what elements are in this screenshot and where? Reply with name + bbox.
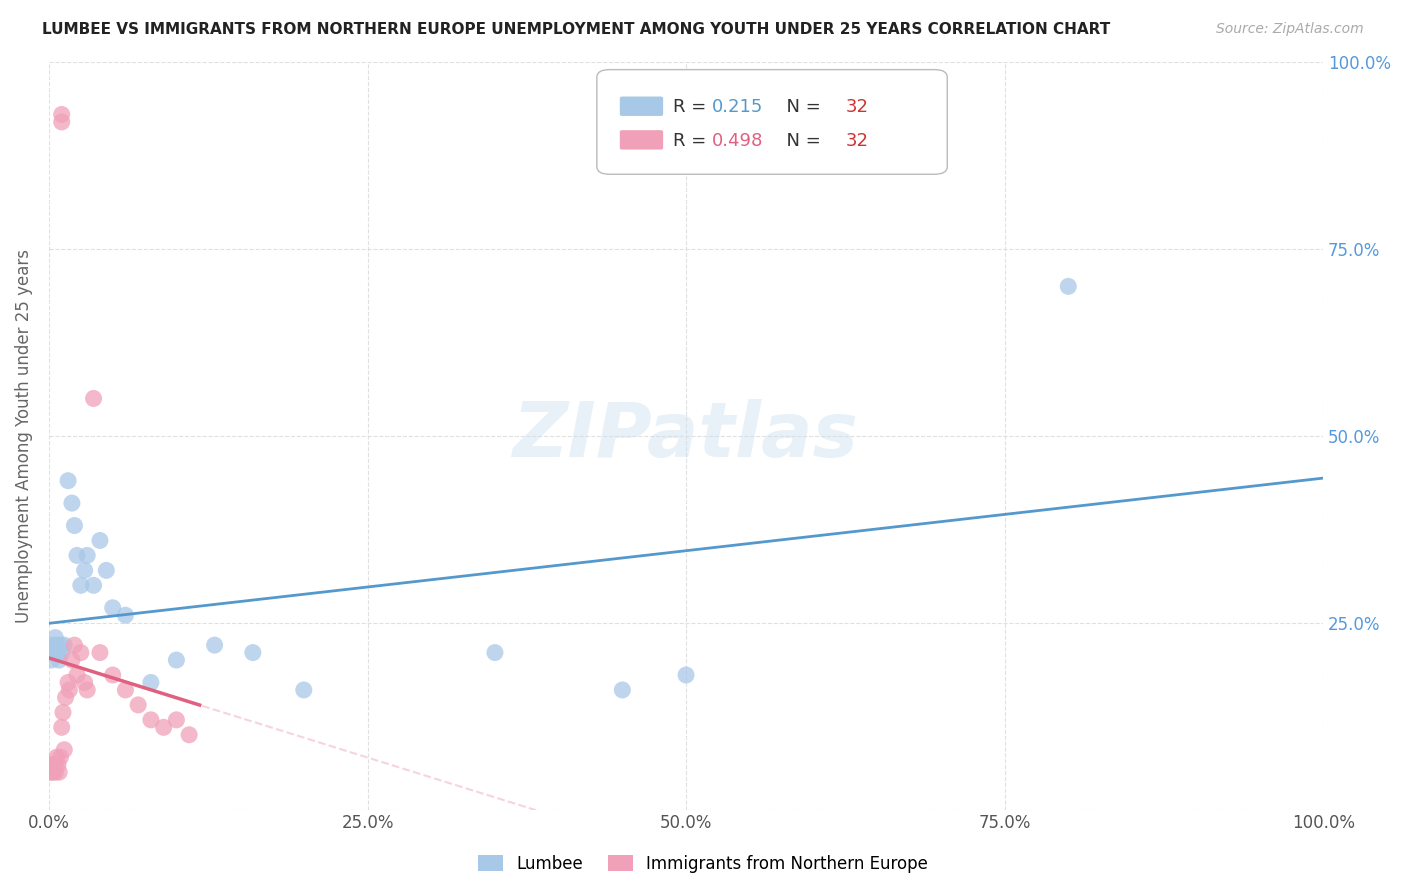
Point: [73, 563, 96, 577]
Point: [69, 646, 91, 660]
Point: [69, 578, 91, 592]
Point: [44, 631, 66, 645]
Point: [76, 549, 98, 563]
Point: [76, 682, 98, 697]
Point: [101, 600, 124, 615]
Point: [56, 675, 79, 690]
Point: [292, 682, 315, 697]
Point: [139, 713, 162, 727]
Text: 0.215: 0.215: [711, 98, 763, 116]
FancyBboxPatch shape: [598, 70, 948, 174]
Point: [46, 757, 69, 772]
Point: [49, 750, 72, 764]
Point: [49, 638, 72, 652]
Point: [39, 646, 62, 660]
Point: [66, 549, 89, 563]
Point: [60, 496, 83, 510]
Point: [484, 646, 506, 660]
Point: [114, 682, 136, 697]
Point: [48, 765, 70, 780]
Point: [66, 668, 89, 682]
Point: [63, 638, 86, 652]
Point: [204, 638, 226, 652]
Point: [73, 675, 96, 690]
Point: [165, 713, 187, 727]
Point: [152, 720, 174, 734]
Text: LUMBEE VS IMMIGRANTS FROM NORTHERN EUROPE UNEMPLOYMENT AMONG YOUTH UNDER 25 YEAR: LUMBEE VS IMMIGRANTS FROM NORTHERN EUROP…: [42, 22, 1111, 37]
Point: [52, 706, 75, 720]
Text: N =: N =: [775, 98, 827, 116]
Point: [96, 563, 118, 577]
Point: [51, 646, 73, 660]
Point: [39, 765, 62, 780]
Point: [89, 533, 111, 548]
Point: [58, 682, 80, 697]
Point: [55, 690, 77, 705]
Point: [42, 638, 65, 652]
Text: 0.498: 0.498: [711, 132, 763, 150]
Point: [179, 728, 201, 742]
Text: R =: R =: [673, 132, 713, 150]
Point: [56, 474, 79, 488]
Point: [42, 757, 65, 772]
Point: [42, 646, 65, 660]
Point: [51, 107, 73, 121]
Text: R =: R =: [673, 98, 713, 116]
Text: 32: 32: [845, 98, 869, 116]
Text: 32: 32: [845, 132, 869, 150]
Point: [45, 638, 67, 652]
Point: [101, 668, 124, 682]
Point: [612, 682, 634, 697]
Point: [83, 578, 105, 592]
Legend: Lumbee, Immigrants from Northern Europe: Lumbee, Immigrants from Northern Europe: [471, 848, 935, 880]
Point: [53, 743, 76, 757]
Text: ZIPatlas: ZIPatlas: [513, 399, 859, 473]
Point: [127, 698, 149, 712]
Point: [44, 765, 66, 780]
Point: [45, 750, 67, 764]
Point: [89, 646, 111, 660]
Point: [83, 392, 105, 406]
Point: [42, 765, 65, 780]
Point: [165, 653, 187, 667]
Point: [60, 653, 83, 667]
Point: [48, 653, 70, 667]
Point: [51, 115, 73, 129]
Point: [41, 757, 63, 772]
Point: [675, 668, 697, 682]
Point: [63, 518, 86, 533]
Text: N =: N =: [775, 132, 827, 150]
Point: [1057, 279, 1080, 293]
FancyBboxPatch shape: [620, 96, 664, 116]
Point: [41, 653, 63, 667]
Point: [242, 646, 264, 660]
Point: [51, 720, 73, 734]
Point: [53, 638, 76, 652]
Point: [139, 675, 162, 690]
Point: [114, 608, 136, 623]
FancyBboxPatch shape: [620, 130, 664, 150]
Point: [46, 646, 69, 660]
Text: Source: ZipAtlas.com: Source: ZipAtlas.com: [1216, 22, 1364, 37]
Y-axis label: Unemployment Among Youth under 25 years: Unemployment Among Youth under 25 years: [15, 249, 32, 623]
